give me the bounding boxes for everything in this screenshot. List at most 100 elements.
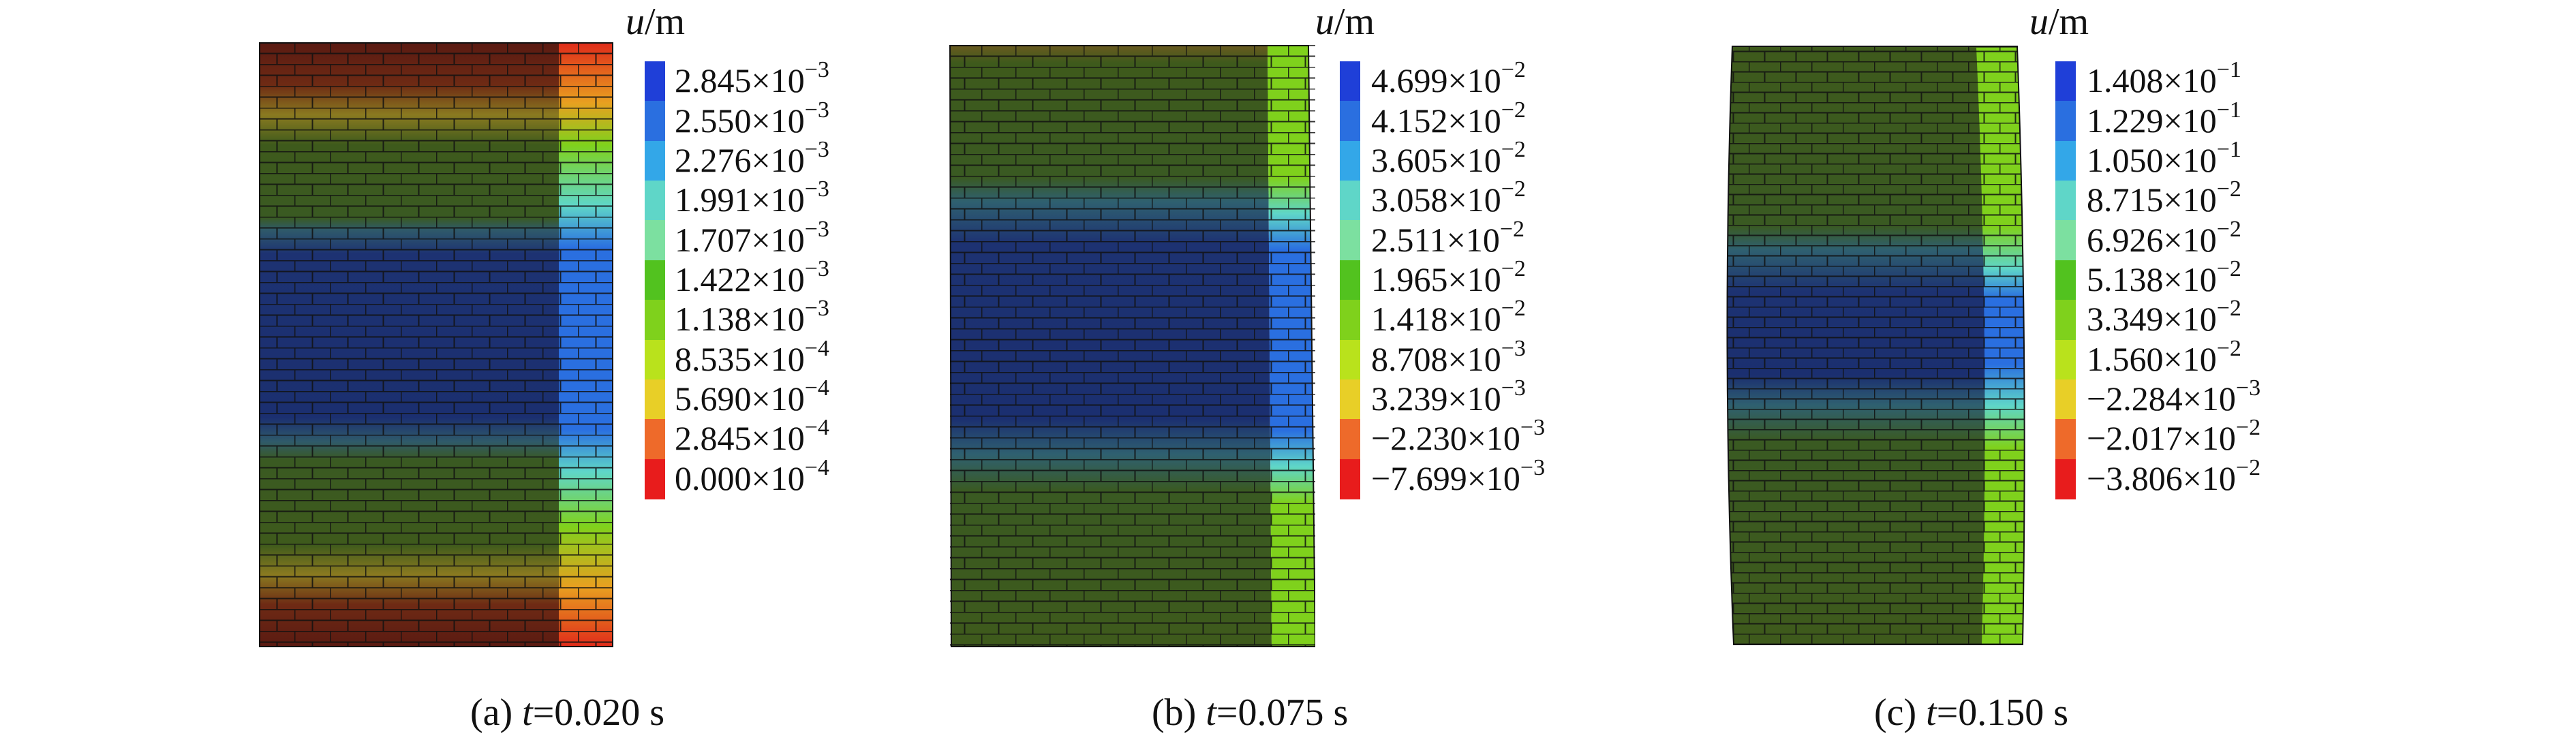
tick-mantissa: 1.229×10 <box>2087 101 2217 140</box>
tick-exponent: −2 <box>2216 256 2241 281</box>
unit-text: /m <box>1334 1 1375 43</box>
tick-exponent: −2 <box>1501 176 1526 202</box>
tick-exponent: −3 <box>804 136 829 162</box>
tick-mantissa: 1.422×10 <box>675 260 805 298</box>
legend-tick-label: 3.239×10−3 <box>1371 377 1526 416</box>
tick-mantissa: 1.991×10 <box>675 181 805 219</box>
tick-mantissa: −3.806×10 <box>2087 459 2236 497</box>
wall-contour-c-svg <box>1726 46 2025 645</box>
legend-swatch <box>1340 339 1360 380</box>
legend-swatch <box>645 220 665 261</box>
legend-tick-label: 1.050×10−1 <box>2087 138 2241 177</box>
wall-contour-c <box>1717 41 2031 650</box>
legend-a <box>645 61 665 499</box>
tick-mantissa: 2.511×10 <box>1371 220 1500 259</box>
caption-c: (c) t=0.150 s <box>1874 694 2068 732</box>
tick-mantissa: 2.550×10 <box>675 101 805 140</box>
legend-swatch <box>1340 459 1360 499</box>
tick-mantissa: 1.408×10 <box>2087 61 2217 100</box>
tick-exponent: −2 <box>1501 296 1526 322</box>
tick-exponent: −3 <box>1520 454 1546 480</box>
legend-tick-label: 6.926×10−2 <box>2087 217 2241 257</box>
legend-tick-label: 4.152×10−2 <box>1371 98 1526 140</box>
legend-swatch <box>2055 260 2076 301</box>
tick-exponent: −3 <box>1520 415 1546 441</box>
tick-exponent: −2 <box>1501 256 1526 281</box>
legend-tick-label: 1.991×10−3 <box>675 178 829 219</box>
unit-label-b: u/m <box>1315 3 1375 41</box>
legend-swatch <box>2055 379 2076 420</box>
legend-tick-label: 2.845×10−4 <box>675 416 829 456</box>
unit-label-a: u/m <box>626 3 685 41</box>
tick-exponent: −2 <box>2235 415 2261 441</box>
tick-mantissa: −2.017×10 <box>2087 419 2236 458</box>
legend-swatch <box>2055 61 2076 102</box>
tick-exponent: −2 <box>1501 57 1526 83</box>
legend-tick-label: 1.560×10−2 <box>2087 337 2241 376</box>
caption-prefix: (b) <box>1152 692 1206 734</box>
tick-mantissa: 8.715×10 <box>2087 181 2217 219</box>
wall-contour-b <box>947 45 1315 647</box>
tick-exponent: −4 <box>804 375 829 401</box>
legend-swatch <box>645 339 665 380</box>
legend-tick-label: 8.708×10−3 <box>1371 337 1526 378</box>
unit-label-c: u/m <box>2029 3 2089 41</box>
legend-b <box>1340 61 1360 499</box>
unit-text: /m <box>2049 1 2089 43</box>
legend-tick-label: 5.138×10−2 <box>2087 258 2241 298</box>
caption-a: (a) t=0.020 s <box>470 694 664 732</box>
tick-exponent: −2 <box>2216 176 2241 202</box>
legend-swatch <box>1340 61 1360 102</box>
legend-tick-label: 1.408×10−1 <box>2087 59 2241 100</box>
tick-mantissa: 8.708×10 <box>1371 339 1501 378</box>
legend-swatch <box>645 379 665 420</box>
tick-mantissa: 3.058×10 <box>1371 181 1501 219</box>
caption-var: t <box>522 692 533 734</box>
legend-swatch <box>2055 459 2076 499</box>
legend-swatch <box>2055 140 2076 182</box>
tick-mantissa: 3.349×10 <box>2087 300 2217 339</box>
tick-exponent: −2 <box>1501 136 1526 162</box>
legend-swatch <box>2055 419 2076 460</box>
tick-exponent: −3 <box>804 97 829 123</box>
tick-mantissa: 5.138×10 <box>2087 260 2217 298</box>
tick-mantissa: 5.690×10 <box>675 379 805 418</box>
legend-swatch <box>645 260 665 301</box>
legend-swatch <box>645 61 665 102</box>
legend-tick-label: 1.965×10−2 <box>1371 258 1526 297</box>
tick-mantissa: 1.418×10 <box>1371 300 1501 339</box>
legend-tick-label: 3.058×10−2 <box>1371 178 1526 219</box>
tick-exponent: −3 <box>1501 375 1526 401</box>
legend-tick-label: 8.535×10−4 <box>675 337 829 376</box>
legend-swatch <box>1340 101 1360 142</box>
legend-swatch <box>645 459 665 499</box>
legend-tick-label: 5.690×10−4 <box>675 377 829 418</box>
tick-exponent: −2 <box>2216 335 2241 361</box>
tick-exponent: −2 <box>2235 454 2261 480</box>
legend-tick-label: −2.284×10−3 <box>2087 377 2260 416</box>
tick-mantissa: 4.152×10 <box>1371 101 1501 140</box>
legend-swatch <box>645 140 665 182</box>
tick-mantissa: 1.138×10 <box>675 300 805 339</box>
tick-mantissa: 4.699×10 <box>1371 61 1501 100</box>
legend-swatch <box>645 181 665 221</box>
legend-swatch <box>1340 140 1360 182</box>
legend-tick-label: 1.707×10−3 <box>675 217 829 259</box>
panel-b: u/m 4.699×10−2 4.152×10−2 3.605×10−2 3.058×… <box>859 0 1717 744</box>
unit-symbol: u <box>626 1 645 43</box>
tick-mantissa: 1.707×10 <box>675 220 805 259</box>
legend-swatch <box>2055 101 2076 142</box>
legend-c <box>2055 61 2076 499</box>
legend-tick-label: 1.422×10−3 <box>675 258 829 298</box>
tick-exponent: −2 <box>2216 216 2241 242</box>
wall-contour-a <box>259 42 613 647</box>
tick-mantissa: −2.230×10 <box>1371 419 1520 458</box>
legend-tick-label: 2.550×10−3 <box>675 98 829 140</box>
tick-exponent: −2 <box>1501 97 1526 123</box>
tick-exponent: −3 <box>804 216 829 242</box>
legend-tick-label: 4.699×10−2 <box>1371 59 1526 100</box>
legend-swatch <box>2055 220 2076 261</box>
legend-swatch <box>1340 181 1360 221</box>
legend-tick-label: −2.230×10−3 <box>1371 416 1545 458</box>
tick-exponent: −3 <box>1501 335 1526 361</box>
